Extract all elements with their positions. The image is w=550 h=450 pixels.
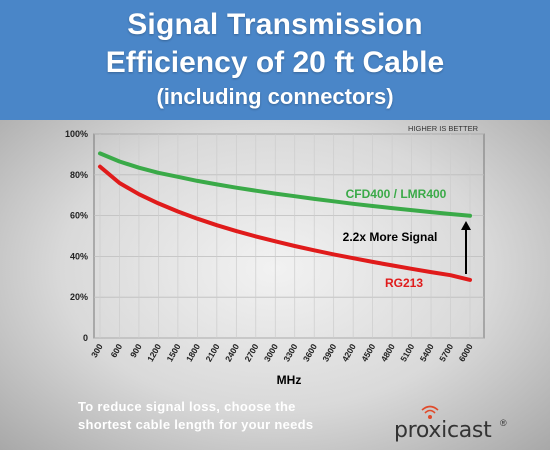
footer-note-line-1: To reduce signal loss, choose the (78, 399, 296, 414)
proxicast-logo: proxicast ® (394, 404, 514, 444)
x-tick-label: 4800 (379, 342, 397, 364)
x-tick-label: 3900 (320, 342, 338, 364)
x-tick-label: 2400 (223, 342, 241, 364)
y-tick-label: 80% (70, 170, 88, 180)
logo-registered-mark: ® (500, 418, 507, 428)
efficiency-chart: 020%40%60%80%100% 300 600 900 1200 1500 1800 2… (65, 124, 485, 387)
x-tick-label: 5400 (418, 342, 436, 364)
x-tick-label: 1500 (165, 342, 183, 364)
x-tick-label: 3300 (281, 342, 299, 364)
series-line-rg213 (98, 164, 472, 282)
x-tick-label: 1800 (184, 342, 202, 364)
subtitle: (including connectors) (156, 84, 394, 109)
x-axis-label: MHz (277, 373, 302, 387)
y-tick-label: 20% (70, 292, 88, 302)
title-line-2: Efficiency of 20 ft Cable (105, 46, 445, 79)
x-tick-labels: 300 600 900 1200 1500 1800 2100 2400 2700 3000 330… (89, 342, 475, 364)
y-tick-label: 60% (70, 211, 88, 221)
x-tick-label: 2700 (242, 342, 260, 364)
x-tick-label: 1200 (145, 342, 163, 364)
annotation-more-signal: 2.2x More Signal (343, 230, 438, 244)
y-tick-labels: 0 20% 40% 60% 80% 100% (65, 129, 88, 343)
y-tick-label: 0 (83, 333, 88, 343)
x-tick-label: 3600 (301, 342, 319, 364)
x-tick-label: 600 (108, 342, 124, 360)
header-banner: Signal Transmission Efficiency of 20 ft … (0, 0, 550, 120)
x-tick-label: 6000 (457, 342, 475, 364)
series-lines (98, 151, 472, 282)
x-tick-label: 3000 (262, 342, 280, 364)
x-tick-label: 4200 (340, 342, 358, 364)
footer-note-line-2: shortest cable length for your needs (78, 417, 314, 432)
corner-note: HIGHER IS BETTER (408, 124, 479, 133)
y-tick-label: 40% (70, 251, 88, 261)
x-tick-label: 300 (89, 342, 105, 360)
logo-wordmark: proxicast (394, 418, 492, 443)
annotation-arrow (461, 221, 471, 274)
x-tick-label: 900 (128, 342, 144, 360)
x-tick-label: 5100 (398, 342, 416, 364)
x-tick-label: 4500 (359, 342, 377, 364)
wifi-signal-icon (421, 405, 439, 419)
series-label-rg213: RG213 (385, 276, 423, 290)
x-tick-label: 2100 (203, 342, 221, 364)
series-label-cfd400: CFD400 / LMR400 (346, 187, 447, 201)
x-tick-label: 5700 (437, 342, 455, 364)
series-line-cfd400-lmr400 (98, 151, 472, 218)
y-tick-label: 100% (65, 129, 88, 139)
footer-note: To reduce signal loss, choose the shorte… (78, 398, 378, 434)
title-line-1: Signal Transmission (127, 8, 423, 41)
